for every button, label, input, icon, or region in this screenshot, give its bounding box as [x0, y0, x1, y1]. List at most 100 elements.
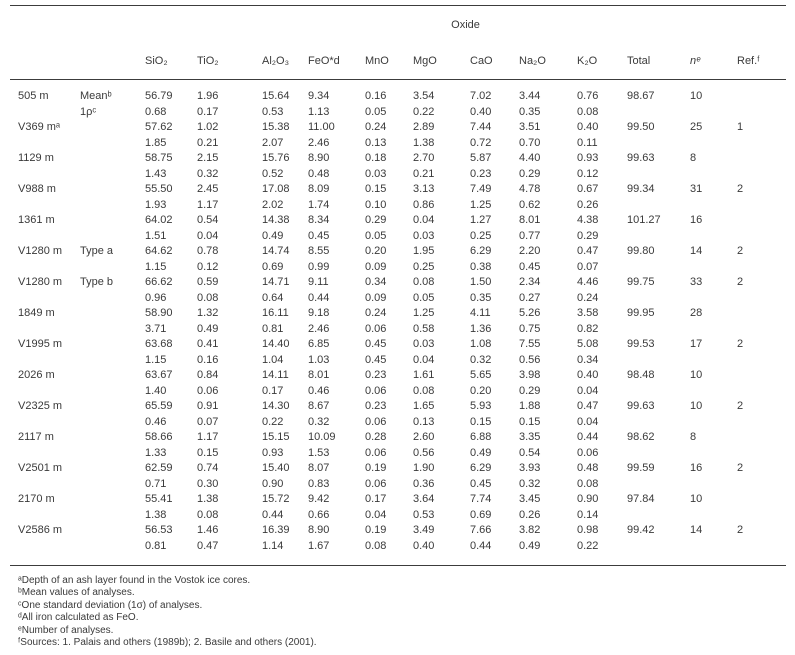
oxide-mean-value-cell: 8.01: [519, 214, 541, 226]
n-analyses-cell: [690, 477, 737, 493]
n-analyses-cell: 25: [690, 121, 703, 133]
oxide-mean-value-cell: 57.62: [145, 121, 173, 133]
table-head: Oxide SiO₂ TiO₂ Al₂O₃ FeO*d MnO MgO CaO Na₂O K₂O…: [10, 6, 787, 80]
reference-cell: [737, 384, 786, 400]
oxide-sd-value-cell: 0.04: [197, 229, 219, 242]
oxide-mean-value-cell: 8.67: [308, 400, 330, 412]
row-label-cell: [80, 415, 145, 431]
row-label-cell: [80, 492, 145, 508]
sample-mean-row: 2170 m 55.41 1.38 15.72 9.42 0.17 3.64 7.74 3.45…: [10, 492, 786, 508]
oxide-mean-value-cell: 3.58: [577, 307, 599, 319]
oxide-mean-value-cell: 2.60: [413, 431, 435, 443]
n-analyses-cell: [690, 384, 737, 400]
n-analyses-cell: [690, 322, 737, 338]
n-analyses-cell: 10: [690, 369, 703, 381]
oxide-mean-value-cell: 0.78: [197, 245, 219, 257]
n-analyses-cell: 8: [690, 152, 697, 164]
reference-cell: [737, 167, 786, 183]
sample-sd-row: 1.85 0.21 2.07 2.46 0.13 1.38 0.72 0.70 0.11: [10, 136, 786, 152]
row-label-cell: [80, 353, 145, 369]
oxide-sd-value-cell: 0.11: [577, 136, 598, 149]
oxide-mean-value-cell: 0.17: [365, 493, 387, 505]
oxide-sd-value-cell: 0.12: [197, 260, 219, 273]
oxide-sd-value-cell: 0.69: [470, 508, 492, 521]
oxide-sd-value-cell: 0.07: [197, 415, 219, 428]
sample-name-cell: V1995 m: [18, 338, 63, 350]
oxide-sd-value-cell: 2.46: [308, 322, 330, 335]
sample-sd-row: 0.81 0.47 1.14 1.67 0.08 0.40 0.44 0.49 0.22: [10, 539, 786, 566]
total-cell: 99.80: [627, 245, 655, 257]
oxide-sd-value-cell: 0.54: [519, 446, 541, 459]
oxide-sd-value-cell: 0.10: [365, 198, 387, 211]
row-label-cell: [80, 260, 145, 276]
oxide-mean-value-cell: 1.65: [413, 400, 435, 412]
oxide-sd-value-cell: 0.08: [365, 539, 387, 552]
column-header: MnO: [365, 43, 413, 80]
oxide-sd-value-cell: 1.67: [308, 539, 330, 552]
total-cell: 98.48: [627, 369, 655, 381]
oxide-sd-value-cell: 0.13: [413, 415, 435, 428]
oxide-mean-value-cell: 65.59: [145, 400, 173, 412]
oxide-sd-value-cell: 0.17: [197, 105, 219, 118]
oxide-sd-value-cell: 0.21: [197, 136, 219, 149]
oxide-mean-value-cell: 11.00: [308, 121, 335, 133]
footnote-line: ᵃDepth of an ash layer found in the Vost…: [18, 575, 251, 586]
oxide-mean-value-cell: 0.41: [197, 338, 219, 350]
oxide-mean-value-cell: 56.53: [145, 524, 173, 536]
oxide-sd-value-cell: 0.35: [470, 291, 492, 304]
oxide-mean-value-cell: 9.42: [308, 493, 330, 505]
sample-sd-row: 1.15 0.16 1.04 1.03 0.45 0.04 0.32 0.56 0.34: [10, 353, 786, 369]
column-header: Na₂O: [519, 43, 577, 80]
oxide-mean-value-cell: 0.19: [365, 524, 387, 536]
oxide-sd-value-cell: 0.26: [577, 198, 599, 211]
oxide-mean-value-cell: 7.49: [470, 183, 492, 195]
oxide-sd-value-cell: 0.72: [470, 136, 492, 149]
n-analyses-cell: 33: [690, 276, 703, 288]
row-label-cell: [80, 306, 145, 322]
sample-mean-row: 1361 m 64.02 0.54 14.38 8.34 0.29 0.04 1.27 8.01…: [10, 213, 786, 229]
oxide-sd-value-cell: 0.52: [262, 167, 284, 180]
n-analyses-cell: 14: [690, 245, 703, 257]
n-analyses-cell: 10: [690, 400, 703, 412]
oxide-sd-value-cell: 0.58: [413, 322, 435, 335]
oxide-sd-value-cell: 1.13: [308, 105, 330, 118]
reference-cell: [737, 291, 786, 307]
oxide-mean-value-cell: 2.34: [519, 276, 541, 288]
n-analyses-cell: 16: [690, 214, 703, 226]
oxide-sd-value-cell: 0.04: [577, 384, 599, 397]
oxide-sd-value-cell: 0.35: [519, 105, 541, 118]
oxide-sd-value-cell: 0.81: [145, 539, 167, 552]
oxide-mean-value-cell: 0.93: [577, 152, 599, 164]
oxide-sd-value-cell: 0.81: [262, 322, 284, 335]
oxide-mean-value-cell: 0.40: [577, 121, 599, 133]
oxide-sd-value-cell: 1.43: [145, 167, 167, 180]
oxide-mean-value-cell: 3.45: [519, 493, 541, 505]
oxide-analyses-table: Oxide SiO₂ TiO₂ Al₂O₃ FeO*d MnO MgO CaO Na₂O K₂O…: [10, 5, 787, 566]
oxide-mean-value-cell: 9.18: [308, 307, 330, 319]
oxide-mean-value-cell: 0.28: [365, 431, 387, 443]
column-header: FeO*d: [308, 43, 365, 80]
row-label-cell: [80, 477, 145, 493]
sample-name-cell: [10, 105, 80, 121]
n-analyses-cell: [690, 105, 737, 121]
reference-cell: [737, 213, 786, 229]
n-analyses-cell: [690, 291, 737, 307]
oxide-mean-value-cell: 3.82: [519, 524, 541, 536]
oxide-mean-value-cell: 0.34: [365, 276, 387, 288]
oxide-sd-value-cell: 0.06: [365, 322, 387, 335]
oxide-mean-value-cell: 1.08: [470, 338, 492, 350]
oxide-mean-value-cell: 8.09: [308, 183, 330, 195]
oxide-mean-value-cell: 0.23: [365, 400, 387, 412]
column-header: Ref.ᶠ: [737, 43, 787, 80]
oxide-sd-value-cell: 0.15: [470, 415, 492, 428]
row-label-cell: [80, 508, 145, 524]
row-label-cell: [80, 384, 145, 400]
oxide-mean-value-cell: 2.89: [413, 121, 435, 133]
oxide-sd-value-cell: 1.74: [308, 198, 330, 211]
oxide-sd-value-cell: 0.45: [308, 229, 330, 242]
oxide-sd-value-cell: 0.83: [308, 477, 330, 490]
reference-cell: [737, 151, 786, 167]
sample-mean-row: V369 mᵃ 57.62 1.02 15.38 11.00 0.24 2.89 7.44 3.…: [10, 120, 786, 136]
oxide-sd-value-cell: 0.45: [365, 353, 387, 366]
oxide-sd-value-cell: 0.09: [365, 291, 387, 304]
